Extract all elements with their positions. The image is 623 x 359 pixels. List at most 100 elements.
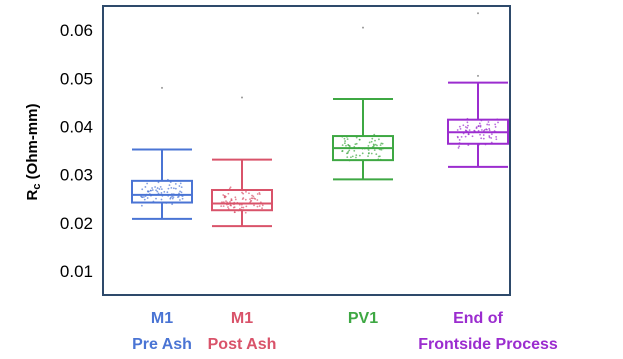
data-point: [466, 126, 469, 129]
category-label-line2: Post Ash: [208, 336, 277, 353]
data-point: [490, 137, 493, 139]
data-point: [488, 135, 491, 137]
data-point: [458, 125, 461, 128]
box-group: [131, 86, 193, 220]
data-point: [457, 147, 460, 149]
data-point: [375, 153, 378, 156]
data-point: [373, 149, 376, 152]
data-point: [370, 152, 373, 155]
data-point: [146, 190, 149, 193]
data-point: [172, 187, 175, 190]
data-point: [224, 195, 227, 198]
data-point: [487, 121, 490, 123]
data-point: [344, 140, 347, 142]
data-point: [156, 187, 159, 189]
data-point: [488, 136, 491, 139]
data-point: [169, 196, 172, 199]
data-point: [482, 137, 485, 140]
data-point: [163, 190, 166, 193]
data-point: [157, 181, 160, 184]
data-point: [146, 197, 149, 199]
data-point: [225, 200, 227, 203]
data-point: [497, 121, 499, 124]
data-point: [468, 129, 471, 132]
data-point: [367, 149, 370, 151]
data-point: [343, 142, 346, 145]
data-point: [367, 155, 369, 158]
box-group: [332, 26, 394, 181]
data-point: [347, 150, 350, 153]
iqr-box: [131, 179, 193, 204]
data-point: [143, 198, 146, 201]
data-point: [242, 192, 245, 195]
data-point: [372, 145, 375, 148]
data-point: [179, 182, 182, 185]
category-label-line1: PV1: [348, 310, 378, 327]
y-axis-ticks: 0.01 0.02 0.03 0.04 0.05 0.06: [60, 21, 93, 281]
data-point: [358, 138, 361, 141]
data-point: [258, 191, 261, 194]
data-point: [249, 198, 251, 201]
data-point: [488, 129, 491, 132]
category-label-line1: End of: [453, 310, 503, 327]
data-point: [345, 152, 348, 155]
category-label-line2: Frontside Process: [418, 336, 558, 353]
data-point: [256, 199, 259, 201]
data-point: [160, 192, 163, 194]
data-point: [144, 186, 147, 188]
data-point: [374, 143, 377, 146]
data-point: [479, 124, 482, 127]
data-point: [146, 182, 149, 185]
data-point: [380, 148, 383, 151]
data-point: [459, 127, 462, 130]
outlier-point: [161, 86, 163, 89]
category-label-line1: M1: [151, 310, 173, 327]
data-point: [171, 197, 174, 200]
data-point: [179, 190, 181, 193]
data-point: [258, 205, 261, 207]
data-point: [348, 145, 351, 148]
data-point: [174, 187, 177, 190]
data-point: [248, 192, 250, 195]
category-labels: M1 Pre Ash M1 Post Ash PV1 End of Frontside Pr…: [132, 310, 558, 353]
data-point: [480, 129, 483, 131]
data-point: [180, 191, 183, 194]
data-point: [346, 138, 349, 141]
data-point: [244, 211, 247, 214]
data-point: [456, 135, 459, 138]
data-point: [141, 196, 144, 199]
data-point: [488, 123, 490, 126]
data-point: [467, 124, 469, 127]
data-point: [256, 193, 259, 195]
data-point: [227, 192, 230, 195]
data-point: [355, 142, 358, 145]
data-point: [251, 194, 253, 197]
data-point: [358, 154, 361, 157]
data-point: [471, 135, 474, 138]
data-point: [341, 144, 344, 147]
data-point: [488, 127, 491, 130]
data-point: [233, 206, 236, 209]
data-point: [227, 206, 229, 208]
data-point: [464, 135, 467, 138]
data-point: [160, 198, 163, 201]
data-point: [345, 144, 347, 147]
data-point: [159, 185, 162, 188]
data-point: [245, 205, 248, 208]
data-point: [355, 154, 358, 157]
data-point: [155, 189, 157, 192]
data-point: [228, 187, 231, 190]
data-point: [251, 197, 254, 200]
data-point: [354, 143, 357, 146]
data-point: [171, 195, 173, 198]
data-point: [245, 190, 247, 193]
data-point: [229, 186, 232, 189]
data-point: [261, 207, 263, 210]
data-point: [494, 123, 497, 126]
data-point: [167, 187, 170, 190]
y-tick-label: 0.06: [60, 21, 93, 40]
data-point: [140, 204, 143, 207]
data-point: [168, 184, 171, 187]
data-point: [378, 138, 380, 141]
y-tick-label: 0.01: [60, 262, 93, 281]
